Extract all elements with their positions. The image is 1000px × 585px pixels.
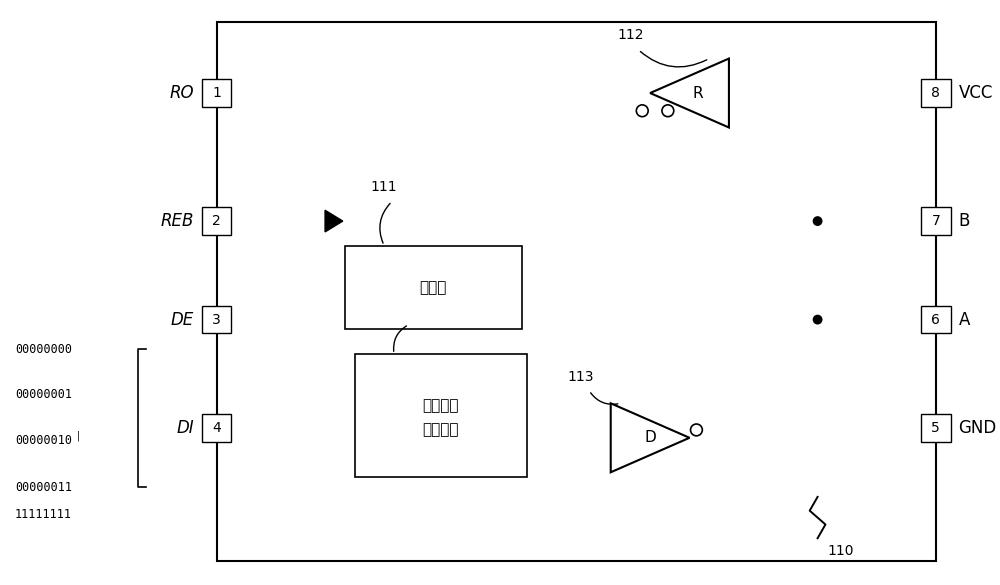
Text: R: R bbox=[692, 85, 703, 101]
Text: VCC: VCC bbox=[958, 84, 993, 102]
Bar bbox=[202, 79, 231, 107]
Text: 6: 6 bbox=[931, 312, 940, 326]
Text: 111: 111 bbox=[371, 180, 397, 194]
Text: 控制信号: 控制信号 bbox=[423, 398, 459, 413]
Circle shape bbox=[691, 424, 702, 436]
Text: 11111111: 11111111 bbox=[15, 508, 72, 521]
Circle shape bbox=[813, 216, 823, 226]
Text: 识别电路: 识别电路 bbox=[423, 422, 459, 437]
Circle shape bbox=[662, 105, 674, 116]
Bar bbox=[202, 414, 231, 442]
Circle shape bbox=[636, 105, 648, 116]
Bar bbox=[921, 306, 951, 333]
Bar bbox=[355, 354, 527, 477]
Text: 8: 8 bbox=[931, 86, 940, 100]
Text: RO: RO bbox=[169, 84, 194, 102]
Bar bbox=[921, 79, 951, 107]
Polygon shape bbox=[650, 58, 729, 128]
Text: 7: 7 bbox=[931, 214, 940, 228]
Text: D: D bbox=[644, 431, 656, 445]
Polygon shape bbox=[611, 403, 690, 472]
Text: 00000011: 00000011 bbox=[15, 480, 72, 494]
Text: DE: DE bbox=[171, 311, 194, 329]
Bar bbox=[921, 414, 951, 442]
Circle shape bbox=[813, 315, 823, 325]
Text: REB: REB bbox=[161, 212, 194, 230]
Text: 00000001: 00000001 bbox=[15, 388, 72, 401]
Text: 1: 1 bbox=[212, 86, 221, 100]
Bar bbox=[202, 207, 231, 235]
Text: GND: GND bbox=[958, 419, 997, 437]
Text: 113: 113 bbox=[568, 370, 594, 384]
Polygon shape bbox=[325, 210, 343, 232]
Text: 3: 3 bbox=[212, 312, 221, 326]
Text: |: | bbox=[77, 431, 80, 441]
Bar bbox=[921, 207, 951, 235]
Bar bbox=[345, 246, 522, 329]
Text: 00000000: 00000000 bbox=[15, 343, 72, 356]
Text: 4: 4 bbox=[212, 421, 221, 435]
Text: 2: 2 bbox=[212, 214, 221, 228]
Text: B: B bbox=[958, 212, 970, 230]
Text: 120: 120 bbox=[389, 304, 415, 318]
Text: DI: DI bbox=[176, 419, 194, 437]
Text: 00000010: 00000010 bbox=[15, 434, 72, 448]
Text: 112: 112 bbox=[617, 28, 644, 42]
Bar bbox=[202, 306, 231, 333]
Text: 状态机: 状态机 bbox=[420, 280, 447, 295]
Text: 110: 110 bbox=[827, 544, 854, 558]
Text: A: A bbox=[958, 311, 970, 329]
Text: 5: 5 bbox=[931, 421, 940, 435]
Bar bbox=[217, 22, 936, 561]
